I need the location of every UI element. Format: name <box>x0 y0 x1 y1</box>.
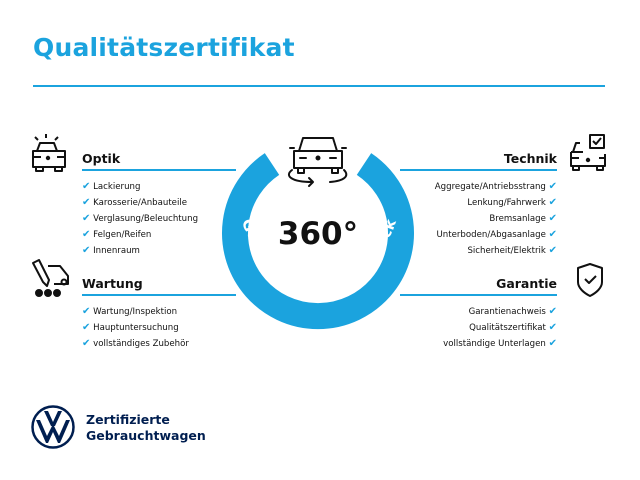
check-icon: ✔ <box>548 306 557 317</box>
technik-heading: Technik <box>503 151 557 166</box>
optik-list: ✔ Lackierung ✔ Karosserie/Anbauteile ✔ V… <box>82 179 198 259</box>
wartung-list: ✔ Wartung/Inspektion ✔ Hauptuntersuchung… <box>82 304 189 352</box>
shield-check-icon <box>577 263 603 297</box>
car-lights-icon <box>32 134 66 172</box>
list-item: Aggregate/Antriebsstrang ✔ <box>434 181 557 192</box>
technik-divider <box>400 169 557 171</box>
wartung-divider <box>82 294 236 296</box>
list-item: Unterboden/Abgasanlage ✔ <box>436 229 558 240</box>
optik-divider <box>82 169 236 171</box>
check-icon: ✔ <box>82 245 91 256</box>
check-icon: ✔ <box>82 338 91 349</box>
list-item: Garantienachweis ✔ <box>468 306 557 317</box>
list-item: ✔ Verglasung/Beleuchtung <box>82 213 199 224</box>
car-rotate-icon <box>287 137 348 187</box>
list-item: ✔ Felgen/Reifen <box>82 229 152 240</box>
check-icon: ✔ <box>548 322 557 333</box>
service-truck-icon <box>32 259 69 297</box>
brand-text: Zertifizierte Gebrauchtwagen <box>86 412 206 443</box>
check-icon: ✔ <box>548 181 557 192</box>
list-item: Qualitätszertifikat ✔ <box>469 322 557 333</box>
list-item: Sicherheit/Elektrik ✔ <box>467 245 557 256</box>
check-icon: ✔ <box>548 229 557 240</box>
car-checklist-icon <box>570 134 606 171</box>
list-item: vollständige Unterlagen ✔ <box>443 338 557 349</box>
check-icon: ✔ <box>548 245 557 256</box>
check-icon: ✔ <box>82 229 91 240</box>
check-icon: ✔ <box>82 306 91 317</box>
vw-logo <box>31 405 75 449</box>
optik-heading: Optik <box>82 151 121 166</box>
page-title: Qualitätszertifikat <box>33 33 295 62</box>
check-icon: ✔ <box>82 181 91 192</box>
list-item: ✔ Wartung/Inspektion <box>82 306 178 317</box>
big-360: 360° <box>278 216 358 252</box>
garantie-list: Garantienachweis ✔ Qualitätszertifikat ✔… <box>443 304 557 352</box>
list-item: ✔ Hauptuntersuchung <box>82 322 179 333</box>
garantie-divider <box>400 294 557 296</box>
check-icon: ✔ <box>82 213 91 224</box>
check-icon: ✔ <box>82 322 91 333</box>
list-item: ✔ Lackierung <box>82 181 141 192</box>
technik-list: Aggregate/Antriebsstrang ✔ Lenkung/Fahrw… <box>435 179 557 259</box>
garantie-heading: Garantie <box>496 276 557 291</box>
ring-arc <box>222 153 414 330</box>
list-item: Bremsanlage ✔ <box>489 213 557 224</box>
check-icon: ✔ <box>548 338 557 349</box>
list-item: ✔ vollständiges Zubehör <box>82 338 189 349</box>
check-icon: ✔ <box>548 213 557 224</box>
title-divider <box>33 85 605 87</box>
wartung-heading: Wartung <box>82 276 143 291</box>
list-item: ✔ Innenraum <box>82 245 140 256</box>
check-icon: ✔ <box>82 197 91 208</box>
list-item: Lenkung/Fahrwerk ✔ <box>467 197 557 208</box>
check-icon: ✔ <box>548 197 557 208</box>
list-item: ✔ Karosserie/Anbauteile <box>82 197 188 208</box>
